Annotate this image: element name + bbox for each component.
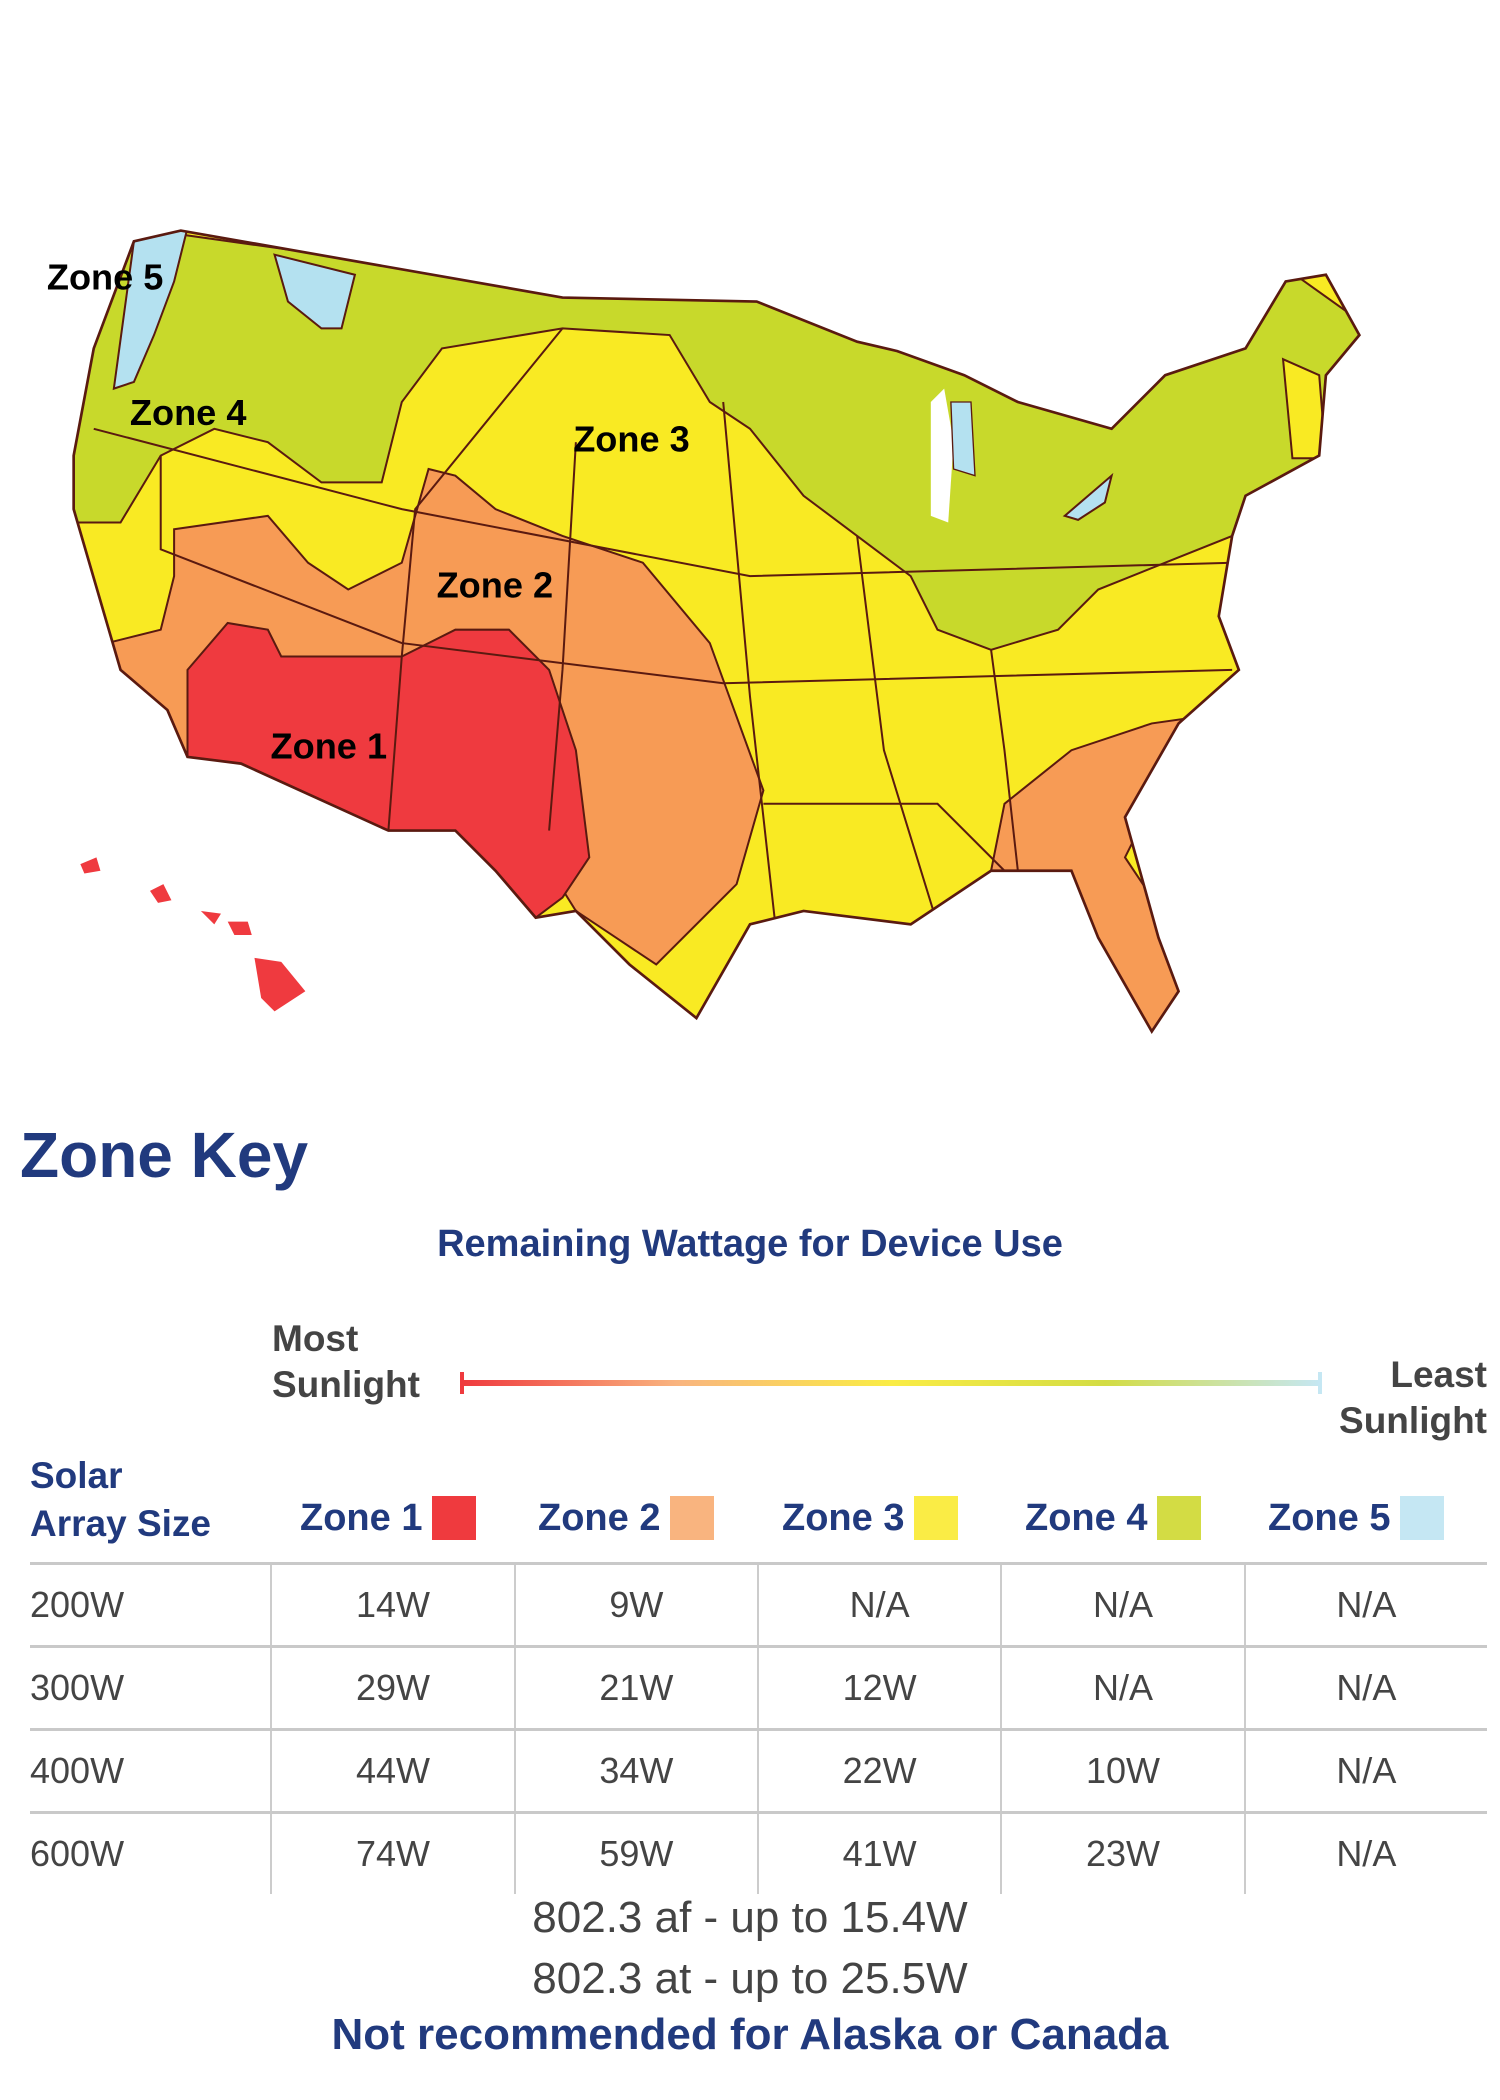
map-label-zone5: Zone 5	[47, 257, 164, 298]
wattage-cell: 21W	[513, 1648, 757, 1728]
zone3-header: Zone 3	[782, 1496, 959, 1540]
lake-michigan	[930, 388, 954, 523]
us-outline	[72, 229, 1361, 1035]
state-line	[856, 535, 939, 925]
array-size-cell: 400W	[30, 1750, 125, 1791]
zone-key-title: Zone Key	[20, 1119, 309, 1191]
wattage-cell: N/A	[1243, 1731, 1487, 1811]
zone5-idaho	[273, 253, 357, 330]
zone4-swatch	[1157, 1496, 1202, 1540]
wattage-cell: 74W	[270, 1814, 513, 1894]
wattage-cell: 10W	[1000, 1731, 1243, 1811]
hawaii	[80, 857, 306, 1012]
most-sunlight-label: Most Sunlight	[272, 1316, 420, 1408]
header-line1: Solar	[30, 1455, 123, 1496]
zone4-label: Zone 4	[1025, 1496, 1148, 1539]
state-line	[387, 327, 564, 831]
wattage-cell: N/A	[1243, 1814, 1487, 1894]
table-row: 200W 14W 9W N/A N/A N/A	[30, 1562, 1487, 1645]
most-line1: Most	[272, 1318, 359, 1359]
zone5-label: Zone 5	[1268, 1496, 1391, 1539]
map-label-zone2: Zone 2	[437, 565, 554, 606]
wattage-cell: 29W	[270, 1648, 513, 1728]
zone5-header: Zone 5	[1268, 1496, 1445, 1540]
least-line2: Sunlight	[1339, 1400, 1487, 1441]
least-sunlight-label: Least Sunlight	[1339, 1352, 1487, 1444]
zone3-label: Zone 3	[782, 1496, 905, 1539]
zone3-swatch	[914, 1496, 959, 1540]
map-label-zone1: Zone 1	[271, 725, 388, 766]
array-size-cell: 200W	[30, 1584, 125, 1625]
map-label-zone3: Zone 3	[573, 419, 690, 460]
least-line1: Least	[1390, 1354, 1487, 1395]
array-size-header: Solar Array Size	[30, 1452, 211, 1548]
wattage-cell: N/A	[1243, 1565, 1487, 1645]
table-row: 400W 44W 34W 22W 10W N/A	[30, 1728, 1487, 1811]
zone5-lakes	[1062, 472, 1114, 521]
state-line	[93, 427, 1233, 578]
key-subtitle: Remaining Wattage for Device Use	[437, 1223, 1063, 1265]
array-size-cell: 600W	[30, 1833, 125, 1874]
wattage-cell: 41W	[757, 1814, 1000, 1894]
wattage-cell: N/A	[757, 1565, 1000, 1645]
footer-at: 802.3 at - up to 25.5W	[532, 1954, 968, 2003]
table-row: 600W 74W 59W 41W 23W N/A	[30, 1811, 1487, 1894]
array-size-cell: 300W	[30, 1667, 125, 1708]
state-line	[763, 802, 1006, 872]
footer-af: 802.3 af - up to 15.4W	[532, 1893, 968, 1942]
zone4-header: Zone 4	[1025, 1496, 1202, 1540]
wattage-cell: 22W	[757, 1731, 1000, 1811]
zone1-region	[186, 621, 591, 920]
wattage-cell: 44W	[270, 1731, 513, 1811]
zone1-label: Zone 1	[300, 1496, 423, 1539]
wattage-cell: 12W	[757, 1648, 1000, 1728]
state-line	[990, 649, 1019, 871]
wattage-cell: 23W	[1000, 1814, 1243, 1894]
wattage-cell: 34W	[513, 1731, 757, 1811]
map-label-zone4: Zone 4	[130, 392, 247, 433]
state-line	[722, 401, 778, 938]
wattage-cell: 14W	[270, 1565, 513, 1645]
wattage-cell: N/A	[1000, 1565, 1243, 1645]
header-line2: Array Size	[30, 1503, 211, 1544]
wattage-cell: N/A	[1000, 1648, 1243, 1728]
wattage-cell: 9W	[513, 1565, 757, 1645]
wattage-table: 200W 14W 9W N/A N/A N/A 300W 29W 21W 12W N/A N/A 400…	[30, 1562, 1487, 1894]
zone5-swatch	[1400, 1496, 1445, 1540]
state-line	[159, 455, 1233, 685]
sunlight-gradient-scale	[462, 1380, 1320, 1386]
us-solar-zone-map: Zone 5 Zone 4 Zone 3 Zone 2 Zone 1	[47, 229, 1361, 1035]
most-line2: Sunlight	[272, 1364, 420, 1405]
lake-huron	[950, 401, 976, 477]
wattage-cell: 59W	[513, 1814, 757, 1894]
table-row: 300W 29W 21W 12W N/A N/A	[30, 1645, 1487, 1728]
state-line	[548, 442, 577, 831]
wattage-cell: N/A	[1243, 1648, 1487, 1728]
zone2-header: Zone 2	[538, 1496, 715, 1540]
zone2-label: Zone 2	[538, 1496, 661, 1539]
zone2-swatch	[670, 1496, 715, 1540]
footer-note: Not recommended for Alaska or Canada	[331, 2010, 1169, 2059]
zone1-swatch	[432, 1496, 477, 1540]
scale-end-tick	[1318, 1372, 1322, 1394]
zone1-header: Zone 1	[300, 1496, 477, 1540]
